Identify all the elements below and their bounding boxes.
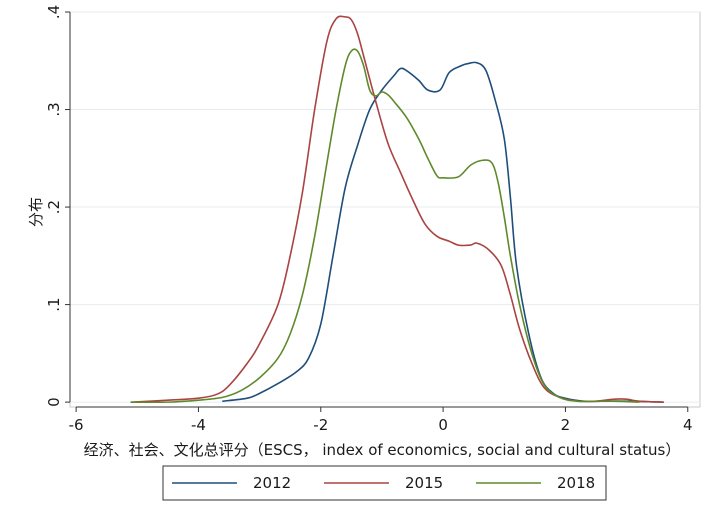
x-tick-label-3: 0	[438, 416, 448, 434]
series-line-2018	[130, 48, 640, 404]
y-tick-label-4: .4	[45, 5, 63, 19]
legend: 2012 2015 2018	[162, 465, 607, 501]
series-lines	[130, 15, 665, 404]
y-axis-ticks: 0 .1 .2 .3 .4	[45, 5, 70, 407]
legend-label-2018: 2018	[557, 474, 595, 492]
x-tick-label-4: 2	[561, 416, 571, 434]
y-tick-label-0: 0	[45, 397, 63, 407]
plot-area	[69, 11, 701, 408]
x-tick-label-5: 4	[683, 416, 693, 434]
x-axis-ticks: -6 -4 -2 0 2 4	[69, 407, 693, 434]
legend-label-2012: 2012	[253, 474, 291, 492]
series-line-2015	[130, 15, 665, 403]
x-tick-label-0: -6	[69, 416, 84, 434]
legend-label-2015: 2015	[405, 474, 443, 492]
y-axis-title: 分布	[27, 197, 45, 227]
x-tick-label-1: -4	[191, 416, 206, 434]
x-tick-label-2: -2	[313, 416, 328, 434]
y-tick-label-2: .2	[45, 200, 63, 214]
x-axis-title: 经济、社会、文化总评分（ESCS， index of economics, so…	[84, 441, 681, 459]
y-tick-label-1: .1	[45, 297, 63, 311]
y-tick-label-3: .3	[45, 102, 63, 116]
